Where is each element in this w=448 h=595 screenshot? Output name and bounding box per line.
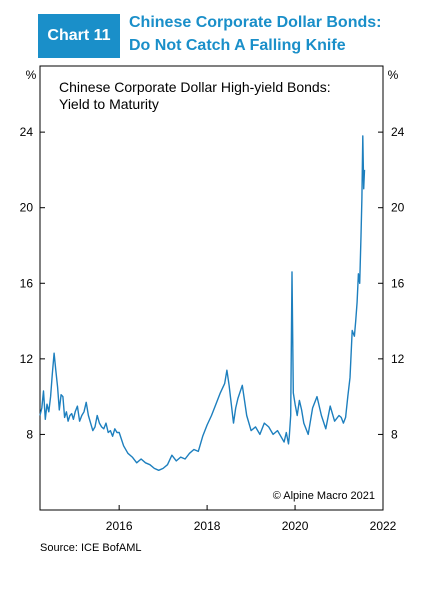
x-tick-label: 2016 (106, 519, 133, 533)
y-tick-label-left: 20 (20, 201, 34, 215)
series-line (39, 135, 366, 471)
y-tick-label-right: 8 (391, 427, 398, 441)
y-tick-label-left: 12 (20, 352, 34, 366)
source-note: Source: ICE BofAML (40, 542, 142, 554)
y-tick-label-left: 16 (20, 276, 34, 290)
x-axis: 2016 2018 2020 2022 (106, 505, 397, 533)
chart-title-line-1: Chinese Corporate Dollar Bonds: (129, 14, 382, 31)
x-tick-label: 2022 (370, 519, 397, 533)
y-tick-label-right: 20 (391, 201, 405, 215)
x-tick-label: 2020 (282, 519, 309, 533)
y-axis-left: 8 12 16 20 24 (20, 125, 45, 441)
plot-title: Chinese Corporate Dollar High-yield Bond… (59, 79, 331, 95)
y-axis-right: 8 12 16 20 24 (378, 125, 405, 441)
y-tick-label-right: 12 (391, 352, 405, 366)
chart-header: Chart 11 Chinese Corporate Dollar Bonds:… (38, 14, 438, 58)
x-tick-label: 2018 (194, 519, 221, 533)
plot-frame (39, 65, 384, 511)
y-tick-label-right: 16 (391, 276, 405, 290)
copyright-note: © Alpine Macro 2021 (273, 490, 375, 502)
y-tick-label-right: 24 (391, 125, 405, 139)
y-unit-left: % (26, 68, 37, 82)
series-layer (39, 135, 366, 471)
y-unit-right: % (388, 68, 399, 82)
chart-number-badge: Chart 11 (38, 14, 120, 58)
chart-title-line-2: Do Not Catch A Falling Knife (129, 37, 346, 54)
plot-subtitle: Yield to Maturity (59, 96, 159, 112)
y-tick-label-left: 24 (20, 125, 34, 139)
y-tick-label-left: 8 (26, 427, 33, 441)
